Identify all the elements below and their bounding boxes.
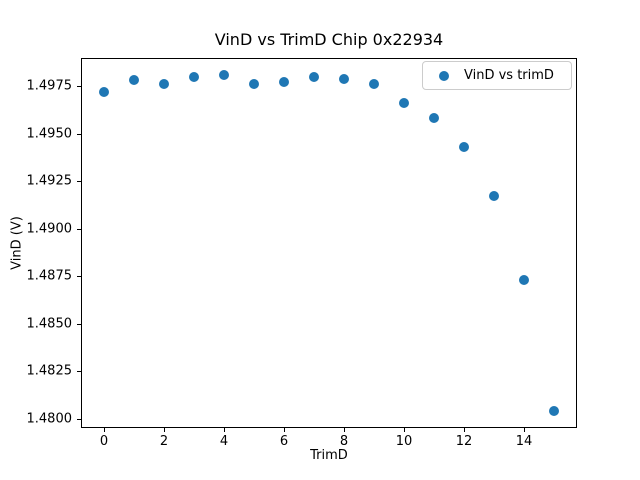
chart-title: VinD vs TrimD Chip 0x22934	[214, 30, 444, 49]
legend-label: VinD vs trimD	[464, 68, 554, 83]
y-tick-mark	[77, 86, 81, 87]
data-point	[399, 98, 410, 109]
x-tick-mark	[224, 428, 225, 432]
x-tick-mark	[344, 428, 345, 432]
x-axis-label: TrimD	[310, 448, 348, 463]
data-point	[308, 71, 319, 82]
data-point	[339, 73, 350, 84]
data-point	[128, 75, 139, 86]
y-tick-label: 1.4975	[26, 78, 73, 94]
y-tick-mark	[77, 134, 81, 135]
x-tick-mark	[104, 428, 105, 432]
data-point	[459, 141, 470, 152]
data-point	[278, 77, 289, 88]
legend-marker-icon	[439, 70, 449, 81]
data-point	[429, 113, 440, 124]
y-tick-mark	[77, 419, 81, 420]
y-tick-label: 1.4825	[26, 363, 73, 379]
y-tick-mark	[77, 324, 81, 325]
x-tick-mark	[164, 428, 165, 432]
x-tick-label: 0	[99, 434, 109, 449]
data-point	[248, 79, 259, 90]
x-tick-label: 10	[395, 434, 413, 449]
data-point	[549, 406, 560, 417]
y-tick-label: 1.4925	[26, 173, 73, 189]
y-axis-label-text: VinD (V)	[9, 216, 25, 270]
x-tick-mark	[464, 428, 465, 432]
x-tick-label: 8	[339, 434, 349, 449]
legend: VinD vs trimD	[422, 61, 572, 90]
y-tick-mark	[77, 371, 81, 372]
plot-area	[81, 58, 577, 428]
y-tick-label: 1.4850	[26, 316, 73, 332]
x-tick-label: 14	[515, 434, 533, 449]
data-point	[489, 191, 500, 202]
data-point	[188, 71, 199, 82]
data-point	[369, 79, 380, 90]
y-tick-label: 1.4900	[26, 221, 73, 237]
x-tick-label: 2	[159, 434, 169, 449]
y-tick-mark	[77, 181, 81, 182]
data-point	[98, 86, 109, 97]
y-tick-label: 1.4800	[26, 411, 73, 427]
x-tick-mark	[524, 428, 525, 432]
y-tick-mark	[77, 276, 81, 277]
data-point	[218, 69, 229, 80]
x-tick-label: 4	[219, 434, 229, 449]
data-point	[519, 275, 530, 286]
x-tick-label: 6	[279, 434, 289, 449]
y-tick-label: 1.4950	[26, 126, 73, 142]
data-point	[158, 79, 169, 90]
y-tick-label: 1.4875	[26, 268, 73, 284]
y-tick-mark	[77, 229, 81, 230]
x-tick-label: 12	[455, 434, 473, 449]
x-tick-mark	[404, 428, 405, 432]
x-tick-mark	[284, 428, 285, 432]
